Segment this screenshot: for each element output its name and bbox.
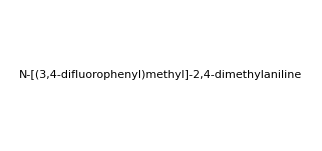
Text: N-[(3,4-difluorophenyl)methyl]-2,4-dimethylaniline: N-[(3,4-difluorophenyl)methyl]-2,4-dimet…: [19, 71, 303, 80]
